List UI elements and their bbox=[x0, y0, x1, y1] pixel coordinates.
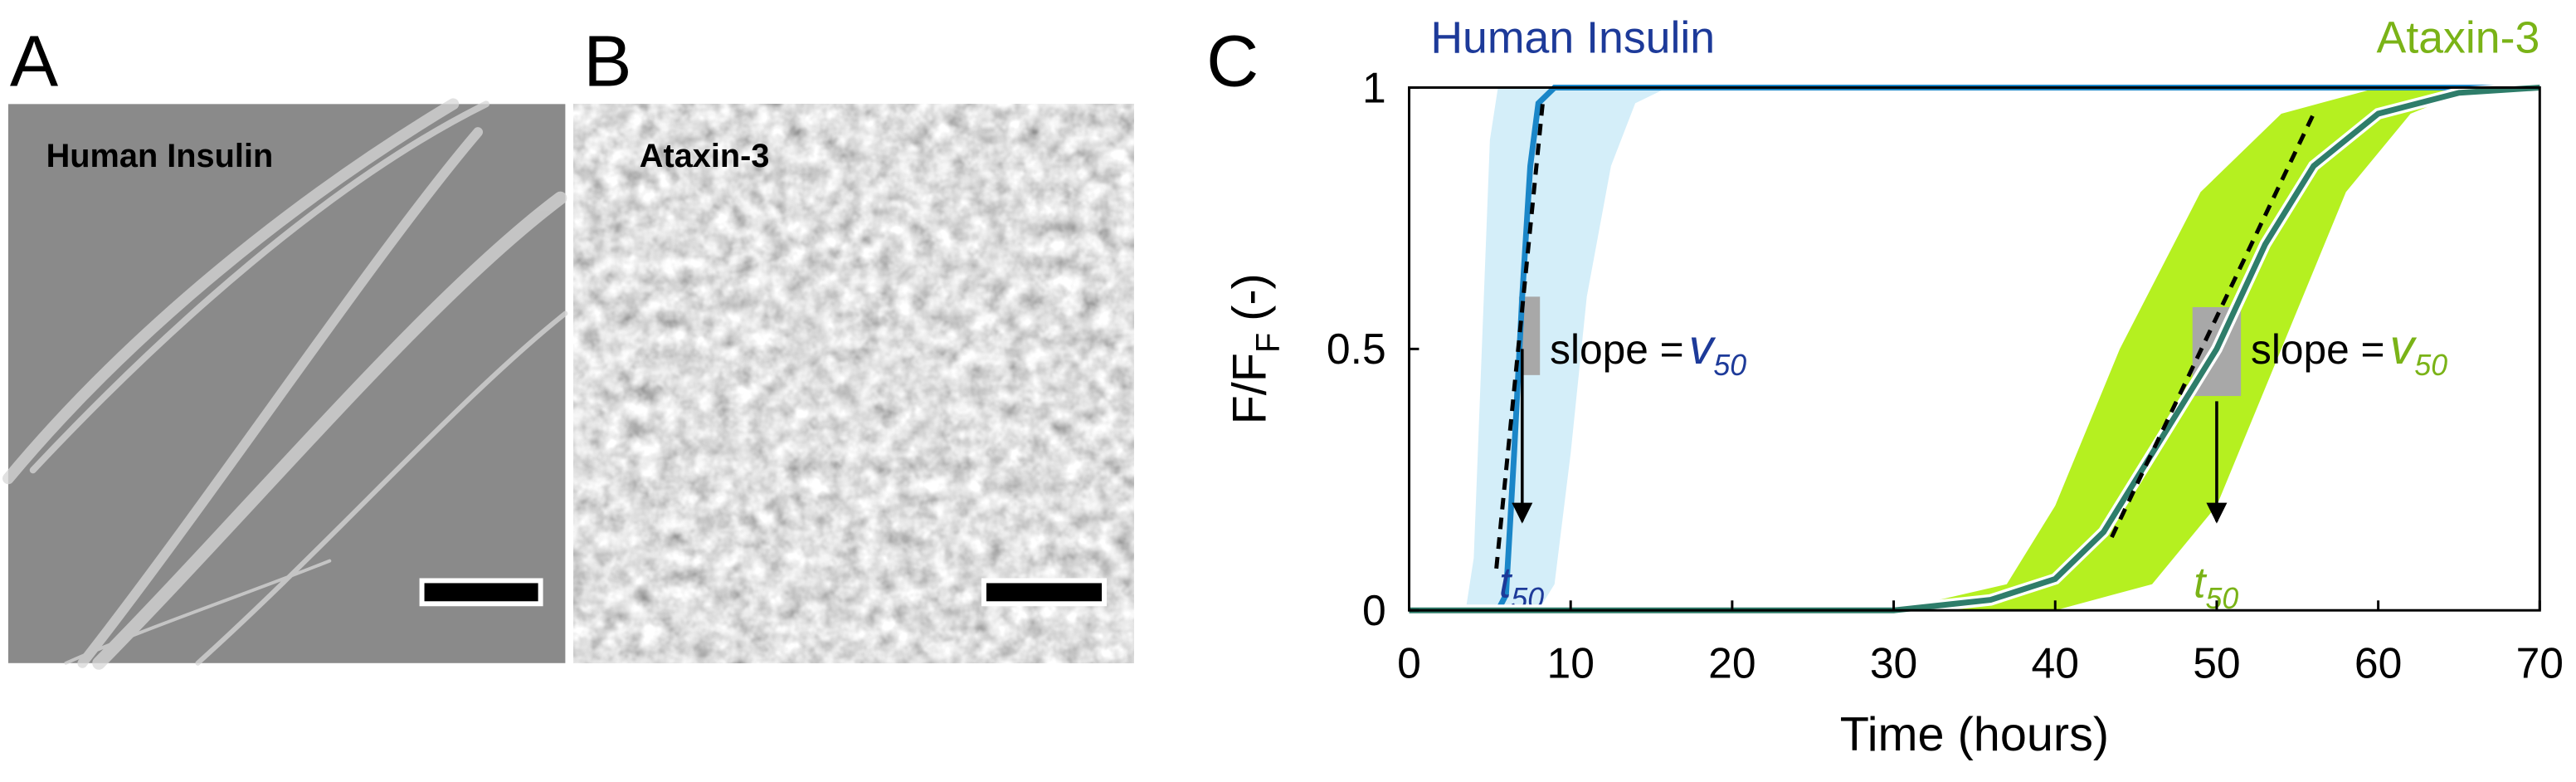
y-tick-label: 0 bbox=[1362, 586, 1386, 634]
subscript: 50 bbox=[2414, 349, 2447, 382]
x-tick-label: 30 bbox=[1870, 639, 1917, 687]
series-label: Human Insulin bbox=[1430, 13, 1715, 63]
fibrils bbox=[2, 98, 568, 670]
x-tick-label: 50 bbox=[2193, 639, 2240, 687]
y-label-tail: (-) bbox=[1224, 273, 1277, 321]
x-tick-label: 60 bbox=[2354, 639, 2402, 687]
y-label-main: F/F bbox=[1224, 353, 1277, 424]
y-label-sub: F bbox=[1250, 333, 1287, 353]
symbol: t bbox=[2194, 558, 2208, 606]
slope-label: slope = v50 bbox=[1550, 319, 1746, 382]
symbol: t bbox=[1499, 558, 1513, 606]
x-tick-label: 20 bbox=[1708, 639, 1755, 687]
slope-label: slope = v50 bbox=[2251, 319, 2447, 382]
symbol: v bbox=[2390, 319, 2418, 374]
series-label: Ataxin-3 bbox=[2377, 13, 2540, 63]
slope-text: slope = bbox=[2251, 326, 2385, 373]
subscript: 50 bbox=[1713, 349, 1746, 382]
x-tick-label: 70 bbox=[2516, 639, 2564, 687]
scale-bar bbox=[419, 578, 543, 607]
y-tick-label: 1 bbox=[1362, 63, 1386, 111]
x-tick-label: 10 bbox=[1546, 639, 1594, 687]
x-tick-label: 0 bbox=[1397, 639, 1421, 687]
x-axis-label: Time (hours) bbox=[1840, 708, 2109, 761]
confidence-band bbox=[1465, 87, 2540, 611]
panel-letter: B bbox=[583, 20, 631, 101]
micrograph-label: Human Insulin bbox=[46, 138, 274, 174]
slope-text: slope = bbox=[1550, 326, 1684, 373]
y-axis-label: F/FF (-) bbox=[1224, 273, 1287, 424]
y-tick-label: 0.5 bbox=[1327, 325, 1386, 373]
scale-bar bbox=[981, 578, 1107, 607]
micrograph-label: Ataxin-3 bbox=[640, 138, 770, 174]
panel-letter: C bbox=[1206, 20, 1259, 101]
panel-letter: A bbox=[10, 20, 59, 101]
curve bbox=[1409, 85, 2540, 613]
micrograph bbox=[573, 104, 1134, 663]
x-tick-label: 40 bbox=[2032, 639, 2079, 687]
symbol: v bbox=[1689, 319, 1717, 374]
